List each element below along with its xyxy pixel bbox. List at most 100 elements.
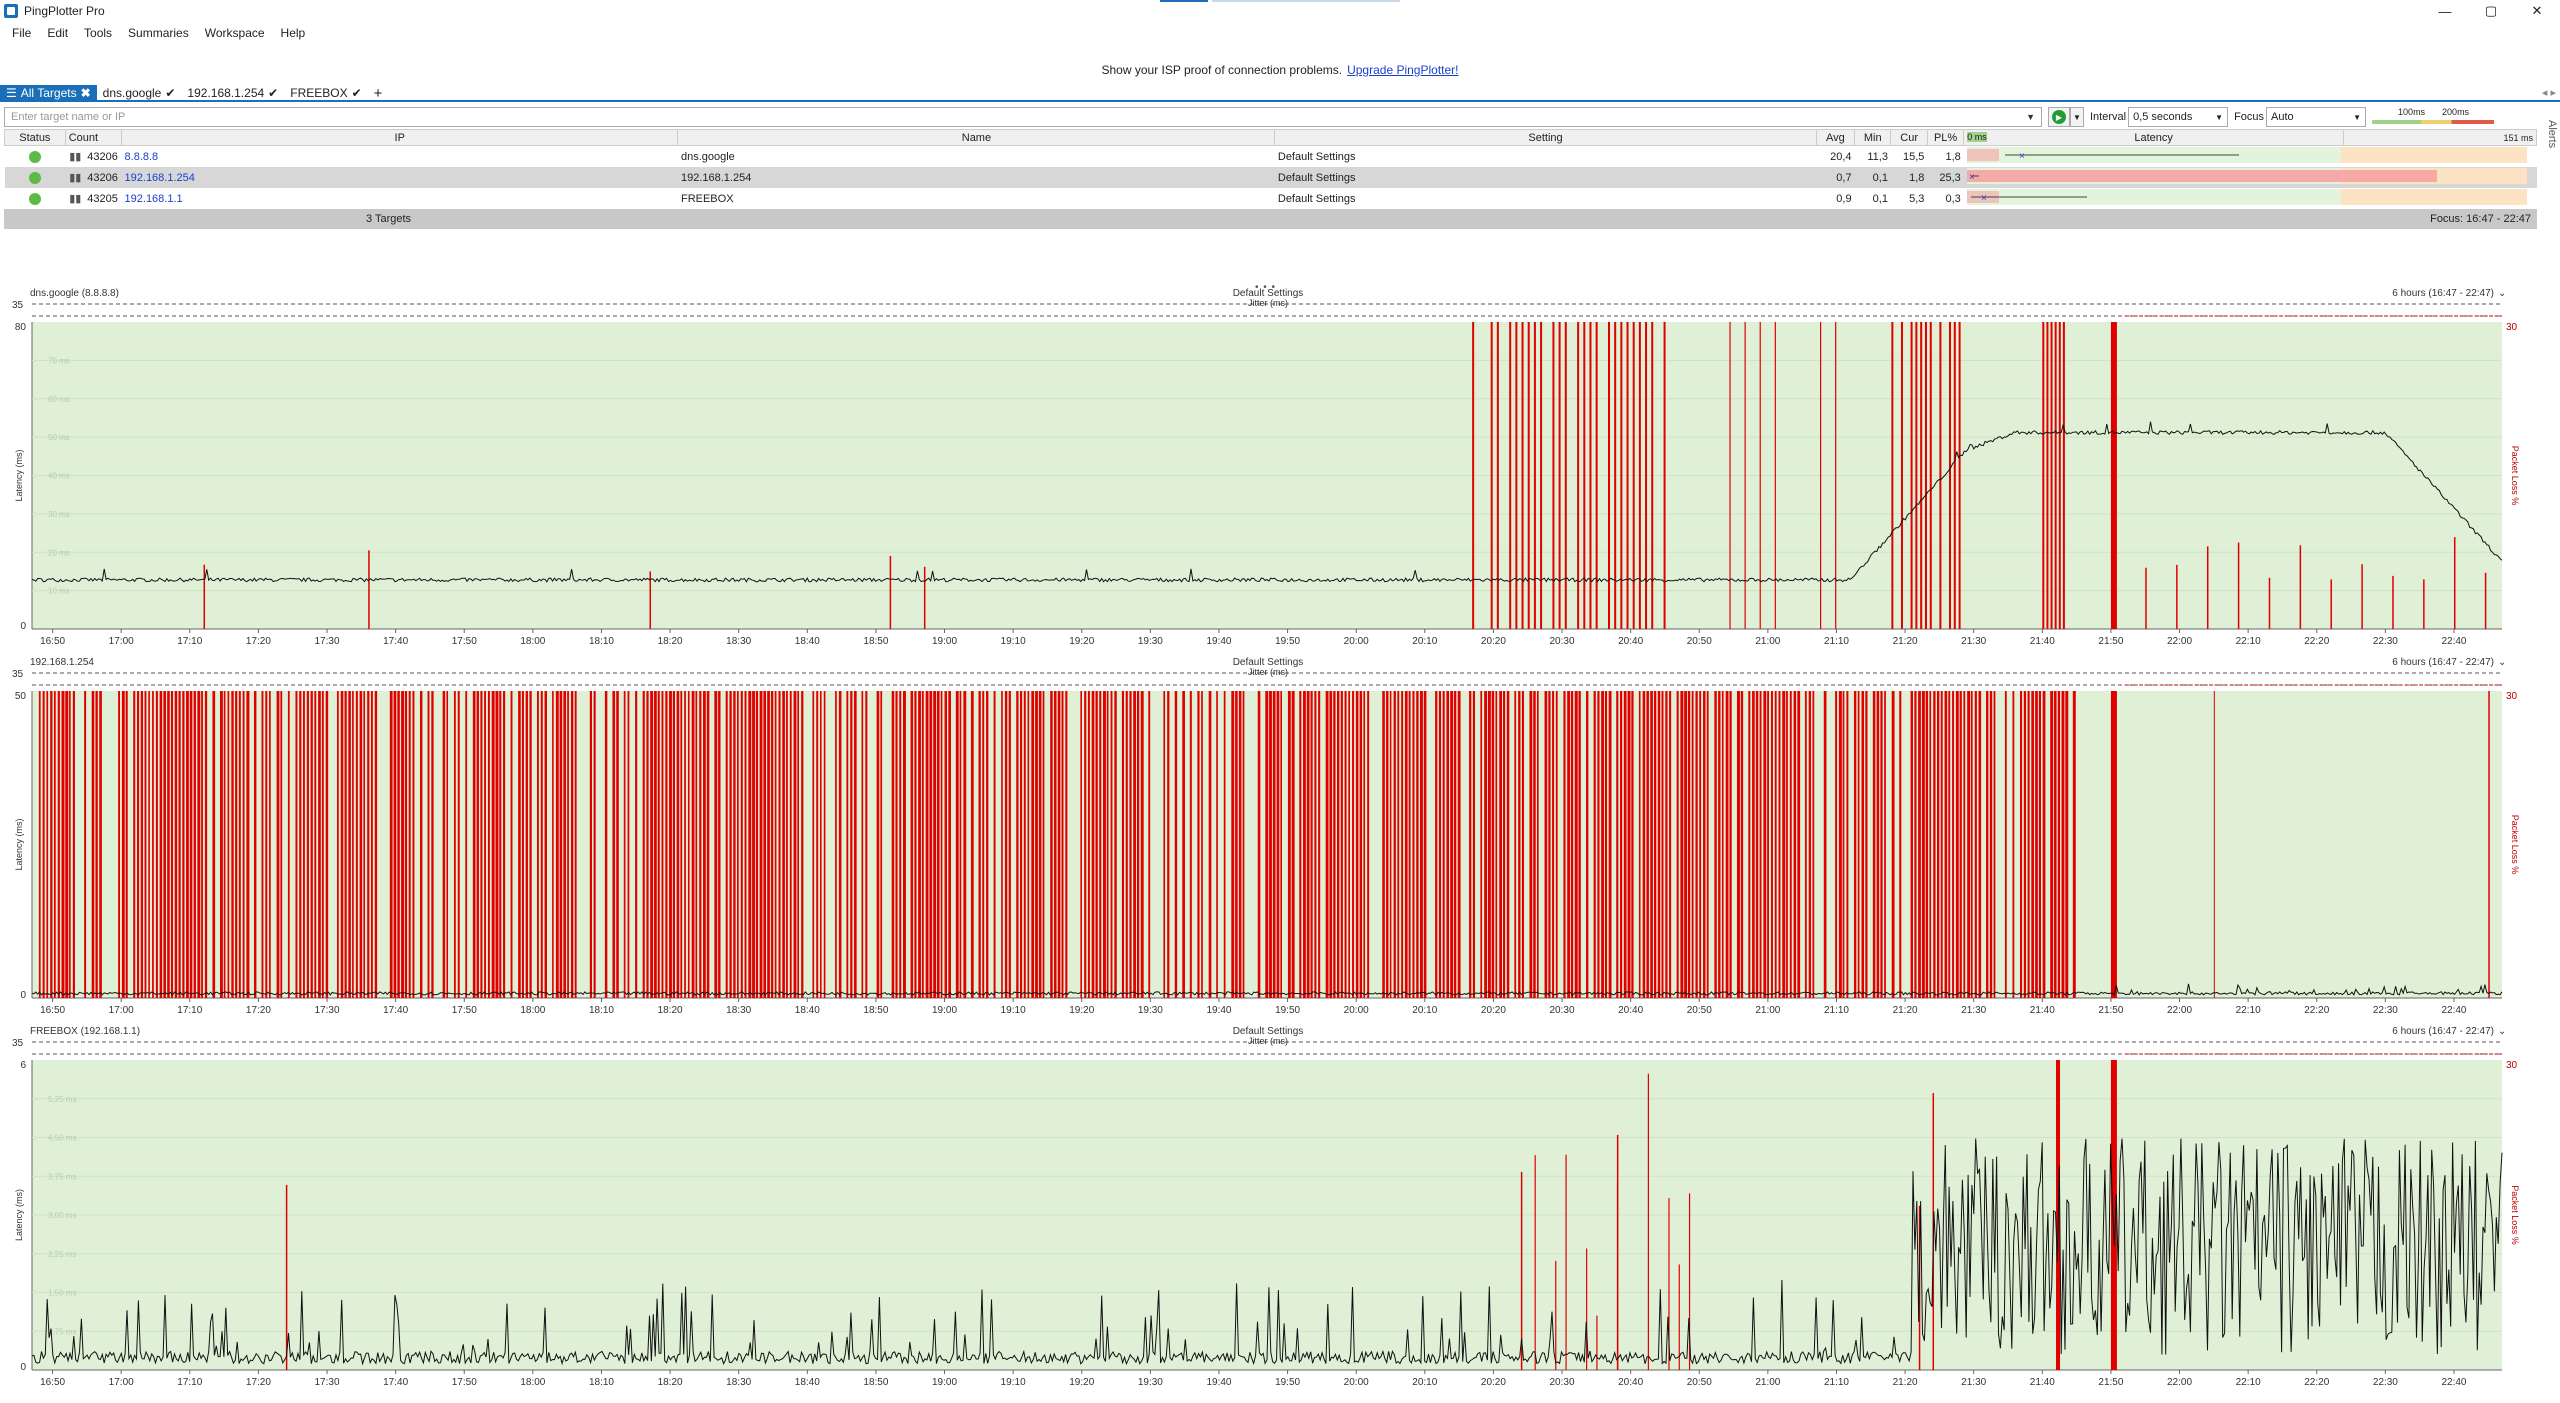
tab-all-targets[interactable]: ☰ All Targets ✖: [0, 85, 97, 101]
start-trace-button[interactable]: ▶: [2048, 107, 2070, 127]
grid-label: 1,50 ms: [48, 1289, 76, 1298]
tab-scroll-arrows[interactable]: ◂ ▸: [2541, 87, 2556, 99]
x-tick-label: 20:30: [1550, 1377, 1575, 1388]
menu-summaries[interactable]: Summaries: [128, 26, 189, 40]
grid-label: 2,25 ms: [48, 1250, 76, 1259]
loss-bar: [933, 691, 937, 998]
jitter-label: Jitter (ms): [1248, 667, 1288, 677]
upgrade-link[interactable]: Upgrade PingPlotter!: [1347, 63, 1459, 77]
col-name[interactable]: Name: [677, 129, 1276, 146]
loss-bar: [140, 691, 144, 998]
loss-bar: [993, 691, 996, 998]
interval-select[interactable]: 0,5 seconds ▼: [2128, 107, 2229, 127]
loss-bar: [612, 691, 616, 998]
ip-cell: 192.168.1.1: [124, 192, 183, 205]
col-latency[interactable]: 0 ms Latency: [1963, 129, 2344, 146]
loss-bar: [948, 691, 951, 998]
minimize-button[interactable]: —: [2438, 3, 2452, 19]
y-axis-label: Latency (ms): [14, 449, 24, 501]
loss-bar: [1555, 691, 1558, 998]
loss-bar: [699, 691, 702, 998]
loss-bar: [763, 691, 767, 998]
chart-icon[interactable]: ▮▮: [69, 193, 82, 205]
loss-bar: [835, 691, 837, 998]
loss-bar: [57, 691, 60, 998]
loss-bar: [1740, 691, 1744, 998]
close-button[interactable]: ✕: [2531, 3, 2543, 18]
dropdown-arrow-icon[interactable]: ▼: [2026, 112, 2035, 122]
loss-bar: [1333, 691, 1336, 998]
loss-bar: [61, 691, 65, 998]
table-row[interactable]: ▮▮ 43206 8.8.8.8 dns.google Default Settings…: [5, 146, 2537, 168]
loss-bar: [1442, 691, 1445, 998]
menu-workspace[interactable]: Workspace: [204, 26, 265, 40]
col-pl[interactable]: PL%: [1926, 129, 1965, 146]
pl-max-label: 30: [2506, 322, 2518, 333]
loss-bar: [287, 691, 290, 998]
loss-bar: [706, 691, 710, 998]
loss-bar: [782, 691, 785, 998]
tab-dns-google[interactable]: dns.google ✔: [97, 85, 182, 101]
menu-help[interactable]: Help: [280, 26, 306, 40]
col-min[interactable]: Min: [1854, 129, 1892, 146]
chart-icon[interactable]: ▮▮: [69, 151, 82, 163]
loss-bar: [521, 691, 524, 998]
loss-bar: [1786, 691, 1788, 998]
loss-bar: [2062, 322, 2065, 629]
loss-bar: [1042, 691, 1045, 998]
loss-bar: [1638, 691, 1641, 998]
col-ip[interactable]: IP: [121, 129, 679, 146]
loss-bar: [1626, 322, 1629, 629]
loss-bar: [1936, 691, 1940, 998]
chart-icon[interactable]: ▮▮: [69, 172, 82, 184]
loss-bar: [321, 691, 324, 998]
tab-freebox[interactable]: FREEBOX ✔: [284, 85, 367, 101]
x-tick-label: 21:40: [2030, 1005, 2055, 1016]
window-title: PingPlotter Pro: [24, 4, 105, 18]
col-cur[interactable]: Cur: [1890, 129, 1928, 146]
focus-select[interactable]: Auto ▼: [2266, 107, 2367, 127]
loss-bar: [1616, 1183, 1619, 1370]
menu-tools[interactable]: Tools: [84, 26, 113, 40]
loss-bar: [774, 691, 777, 998]
y-max-label: 80: [15, 322, 27, 333]
avg-cell: 0,7: [1816, 167, 1855, 188]
loss-bar: [627, 691, 630, 998]
start-options-dropdown[interactable]: ▼: [2070, 107, 2084, 127]
loss-bar: [265, 691, 268, 998]
menu-edit[interactable]: Edit: [47, 26, 69, 40]
col-count[interactable]: Count: [64, 129, 123, 146]
loss-bar: [1763, 691, 1767, 998]
loss-bar: [1318, 691, 1321, 998]
grid-label: 10 ms: [48, 587, 70, 596]
target-input[interactable]: Enter target name or IP ▼: [4, 107, 2042, 127]
loss-bar: [499, 691, 502, 998]
table-row[interactable]: ▮▮ 43205 192.168.1.1 FREEBOX Default Setting…: [5, 188, 2537, 209]
x-tick-label: 17:40: [383, 1005, 408, 1016]
close-tab-icon[interactable]: ✖: [80, 86, 91, 100]
y-max-label: 50: [15, 691, 27, 702]
scale-200: 200ms: [2442, 107, 2470, 117]
splitter-handle[interactable]: • • •: [1255, 282, 1277, 293]
col-avg[interactable]: Avg: [1815, 129, 1856, 146]
loss-bar: [1469, 691, 1472, 998]
loss-bar: [2042, 691, 2046, 998]
col-status[interactable]: Status: [4, 129, 66, 146]
menu-file[interactable]: File: [12, 26, 32, 40]
loss-bar: [616, 691, 619, 998]
col-setting[interactable]: Setting: [1274, 129, 1817, 146]
loss-bar: [1632, 322, 1635, 629]
focus-value: Auto: [2271, 111, 2294, 123]
loss-bar: [695, 691, 698, 998]
avg-cell: 20,4: [1830, 150, 1852, 163]
alerts-side-tab[interactable]: Alerts: [2546, 119, 2558, 149]
maximize-button[interactable]: ▢: [2484, 3, 2498, 18]
svg-text:×: ×: [1969, 172, 1975, 183]
loss-bar: [1314, 691, 1317, 998]
loss-bar: [201, 691, 203, 998]
table-row[interactable]: ▮▮ 43206 192.168.1.254 192.168.1.254 Default…: [4, 167, 2537, 188]
timeline-charts[interactable]: dns.google (8.8.8.8) Default Settings 6 ho…: [0, 282, 2544, 1400]
add-tab-button[interactable]: +: [373, 84, 383, 102]
loss-bar: [1853, 691, 1857, 998]
tab-192-168-1-254[interactable]: 192.168.1.254 ✔: [181, 85, 284, 101]
